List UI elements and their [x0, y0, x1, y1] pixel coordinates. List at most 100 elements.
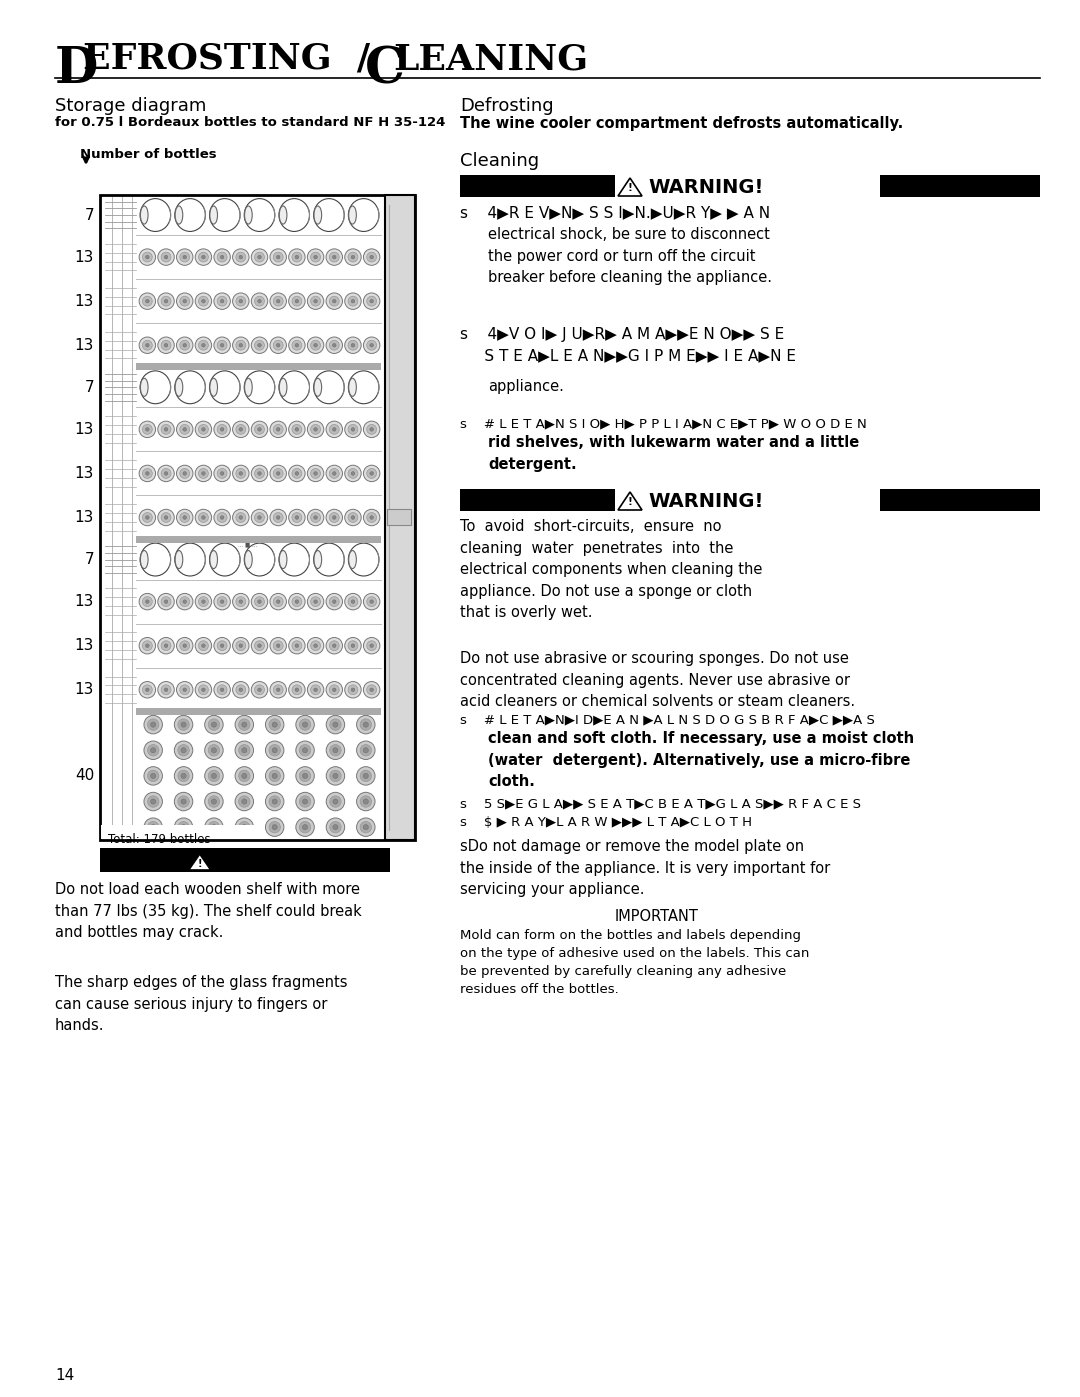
Circle shape	[143, 641, 152, 651]
Circle shape	[150, 824, 156, 830]
Circle shape	[333, 299, 336, 303]
Circle shape	[333, 472, 336, 475]
Text: sDo not damage or remove the model plate on
the inside of the appliance. It is v: sDo not damage or remove the model plate…	[460, 840, 831, 897]
Circle shape	[314, 515, 318, 520]
Circle shape	[178, 770, 189, 782]
Circle shape	[302, 799, 308, 805]
Circle shape	[296, 792, 314, 810]
Circle shape	[235, 425, 246, 434]
Circle shape	[288, 594, 306, 610]
Circle shape	[269, 821, 281, 833]
Circle shape	[367, 296, 377, 306]
Circle shape	[329, 685, 339, 694]
Text: Mold can form on the bottles and labels depending
on the type of adhesive used o: Mold can form on the bottles and labels …	[460, 929, 809, 996]
Circle shape	[360, 821, 372, 833]
Ellipse shape	[313, 543, 345, 576]
Circle shape	[214, 420, 230, 437]
Circle shape	[220, 515, 224, 520]
Circle shape	[295, 344, 299, 346]
Circle shape	[235, 641, 246, 651]
Circle shape	[345, 510, 361, 525]
Text: ... ■ ...: ... ■ ...	[238, 542, 257, 548]
Circle shape	[220, 299, 224, 303]
Circle shape	[329, 296, 339, 306]
Circle shape	[178, 796, 189, 807]
Circle shape	[269, 719, 281, 731]
Circle shape	[239, 719, 251, 731]
Circle shape	[214, 337, 230, 353]
Circle shape	[369, 299, 374, 303]
Circle shape	[311, 341, 321, 351]
Circle shape	[220, 644, 224, 647]
Bar	[136, 708, 381, 715]
Circle shape	[351, 644, 354, 647]
Circle shape	[255, 253, 265, 263]
Circle shape	[326, 767, 345, 785]
Circle shape	[252, 293, 268, 309]
Circle shape	[299, 821, 311, 833]
Circle shape	[146, 299, 149, 303]
Circle shape	[270, 293, 286, 309]
Circle shape	[144, 819, 162, 837]
Circle shape	[367, 597, 377, 606]
Circle shape	[214, 510, 230, 525]
Circle shape	[150, 722, 156, 728]
Circle shape	[143, 513, 152, 522]
Circle shape	[369, 427, 374, 432]
Circle shape	[195, 682, 212, 698]
Circle shape	[174, 792, 193, 810]
Circle shape	[146, 256, 149, 258]
Circle shape	[273, 685, 283, 694]
Circle shape	[360, 719, 372, 731]
Circle shape	[179, 513, 190, 522]
Circle shape	[255, 468, 265, 478]
Text: Cleaning: Cleaning	[460, 152, 539, 170]
Circle shape	[367, 468, 377, 478]
Text: 13: 13	[75, 682, 94, 697]
Circle shape	[269, 745, 281, 756]
Text: 13: 13	[75, 510, 94, 525]
Circle shape	[288, 249, 306, 265]
Circle shape	[345, 249, 361, 265]
Circle shape	[146, 427, 149, 432]
Circle shape	[202, 344, 205, 346]
Circle shape	[363, 799, 368, 805]
Circle shape	[292, 253, 301, 263]
Ellipse shape	[313, 370, 345, 404]
Circle shape	[326, 465, 342, 482]
Circle shape	[295, 515, 299, 520]
Ellipse shape	[349, 205, 356, 224]
Circle shape	[314, 344, 318, 346]
Circle shape	[164, 472, 167, 475]
Circle shape	[220, 599, 224, 604]
Circle shape	[199, 296, 208, 306]
Circle shape	[176, 682, 193, 698]
Ellipse shape	[244, 205, 253, 224]
Circle shape	[295, 644, 299, 647]
Circle shape	[143, 253, 152, 263]
Circle shape	[333, 687, 336, 692]
Circle shape	[252, 249, 268, 265]
Circle shape	[139, 682, 156, 698]
Circle shape	[235, 740, 254, 760]
Ellipse shape	[280, 379, 287, 397]
Circle shape	[333, 774, 338, 778]
Text: 13: 13	[75, 338, 94, 352]
Ellipse shape	[313, 198, 345, 232]
Circle shape	[195, 293, 212, 309]
Circle shape	[276, 344, 280, 346]
Text: EFROSTING  /: EFROSTING /	[83, 42, 370, 75]
Circle shape	[288, 293, 306, 309]
Circle shape	[242, 747, 247, 753]
Circle shape	[273, 641, 283, 651]
Circle shape	[351, 515, 354, 520]
Circle shape	[276, 644, 280, 647]
Text: 7: 7	[84, 380, 94, 395]
Text: !: !	[627, 183, 633, 193]
Circle shape	[202, 599, 205, 604]
Circle shape	[199, 341, 208, 351]
Ellipse shape	[280, 550, 287, 569]
Circle shape	[369, 599, 374, 604]
Bar	[136, 363, 381, 370]
Circle shape	[176, 293, 193, 309]
